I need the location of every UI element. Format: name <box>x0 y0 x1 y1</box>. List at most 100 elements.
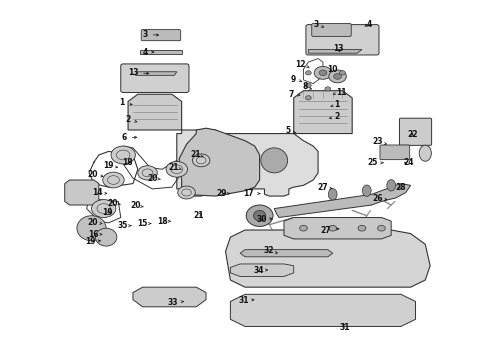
Text: 22: 22 <box>408 130 418 139</box>
Text: 13: 13 <box>128 68 149 77</box>
Polygon shape <box>308 50 362 53</box>
Text: 24: 24 <box>403 158 414 167</box>
Text: 30: 30 <box>257 215 272 224</box>
Circle shape <box>178 186 196 199</box>
Text: 10: 10 <box>327 66 338 75</box>
Circle shape <box>166 161 188 177</box>
Circle shape <box>377 225 385 231</box>
Text: 26: 26 <box>372 194 387 203</box>
Circle shape <box>138 166 157 180</box>
Circle shape <box>305 96 311 100</box>
Ellipse shape <box>363 185 371 197</box>
Text: 1: 1 <box>120 98 132 107</box>
Polygon shape <box>284 217 391 239</box>
Polygon shape <box>230 264 294 276</box>
Circle shape <box>329 70 346 83</box>
Text: 5: 5 <box>285 126 296 135</box>
FancyBboxPatch shape <box>312 23 351 36</box>
Text: 19: 19 <box>102 208 113 217</box>
Circle shape <box>305 83 311 87</box>
Circle shape <box>340 71 345 75</box>
Text: 23: 23 <box>372 137 387 146</box>
Ellipse shape <box>202 148 229 173</box>
Text: 20: 20 <box>88 219 102 228</box>
Text: 14: 14 <box>93 188 107 197</box>
Polygon shape <box>294 91 352 134</box>
FancyBboxPatch shape <box>306 24 379 55</box>
Ellipse shape <box>77 216 106 241</box>
Text: 25: 25 <box>368 158 383 167</box>
Ellipse shape <box>232 148 258 173</box>
Text: 28: 28 <box>395 183 406 192</box>
Polygon shape <box>128 94 182 130</box>
Text: 12: 12 <box>295 60 309 69</box>
FancyBboxPatch shape <box>121 64 189 93</box>
Ellipse shape <box>96 228 117 246</box>
Circle shape <box>111 146 135 164</box>
Text: 33: 33 <box>168 298 184 307</box>
Text: 2: 2 <box>125 115 137 124</box>
Text: 19: 19 <box>85 237 100 246</box>
Polygon shape <box>230 294 416 327</box>
Circle shape <box>358 225 366 231</box>
Text: 18: 18 <box>122 158 132 167</box>
Polygon shape <box>274 184 411 217</box>
Circle shape <box>193 154 210 167</box>
Polygon shape <box>135 72 177 75</box>
Text: 20: 20 <box>130 201 144 210</box>
Polygon shape <box>179 128 260 196</box>
Ellipse shape <box>419 145 431 161</box>
FancyBboxPatch shape <box>141 30 181 41</box>
Polygon shape <box>140 50 182 54</box>
Polygon shape <box>177 130 318 196</box>
Text: 18: 18 <box>157 217 171 226</box>
Ellipse shape <box>246 205 273 226</box>
Text: 27: 27 <box>320 226 339 235</box>
Text: 11: 11 <box>333 87 347 96</box>
Text: 16: 16 <box>88 230 102 239</box>
Text: 3: 3 <box>143 30 159 39</box>
Polygon shape <box>225 230 430 287</box>
Circle shape <box>325 87 331 91</box>
Polygon shape <box>65 180 99 205</box>
FancyBboxPatch shape <box>380 145 410 159</box>
Text: 7: 7 <box>289 90 300 99</box>
Text: 21: 21 <box>190 150 203 159</box>
Ellipse shape <box>387 180 395 191</box>
Text: 32: 32 <box>263 246 277 255</box>
Circle shape <box>334 73 342 79</box>
Text: 21: 21 <box>168 163 181 172</box>
Ellipse shape <box>328 189 337 200</box>
Circle shape <box>329 225 337 231</box>
Circle shape <box>305 71 311 75</box>
Circle shape <box>319 70 327 76</box>
Ellipse shape <box>253 210 266 221</box>
Text: 17: 17 <box>244 189 260 198</box>
Ellipse shape <box>261 148 288 173</box>
Circle shape <box>92 200 116 217</box>
Text: 31: 31 <box>239 296 254 305</box>
Text: 21: 21 <box>194 211 204 220</box>
Text: 29: 29 <box>217 189 230 198</box>
Text: 1: 1 <box>331 100 339 109</box>
Text: 27: 27 <box>318 183 332 192</box>
Circle shape <box>103 172 124 188</box>
Text: 2: 2 <box>330 112 339 121</box>
Text: 20: 20 <box>88 170 103 179</box>
Text: 20: 20 <box>147 174 161 183</box>
Text: 3: 3 <box>313 20 324 29</box>
Polygon shape <box>240 249 333 257</box>
Text: 6: 6 <box>122 133 137 142</box>
Text: 19: 19 <box>103 161 118 170</box>
Text: 31: 31 <box>340 323 350 332</box>
Text: 4: 4 <box>143 48 154 57</box>
Text: 20: 20 <box>107 199 121 208</box>
Circle shape <box>299 225 307 231</box>
Circle shape <box>314 66 332 79</box>
FancyBboxPatch shape <box>399 118 432 145</box>
Text: 13: 13 <box>333 44 344 53</box>
Text: 8: 8 <box>302 82 312 91</box>
Text: 34: 34 <box>253 266 268 275</box>
Text: 35: 35 <box>118 221 131 230</box>
Polygon shape <box>133 287 206 307</box>
